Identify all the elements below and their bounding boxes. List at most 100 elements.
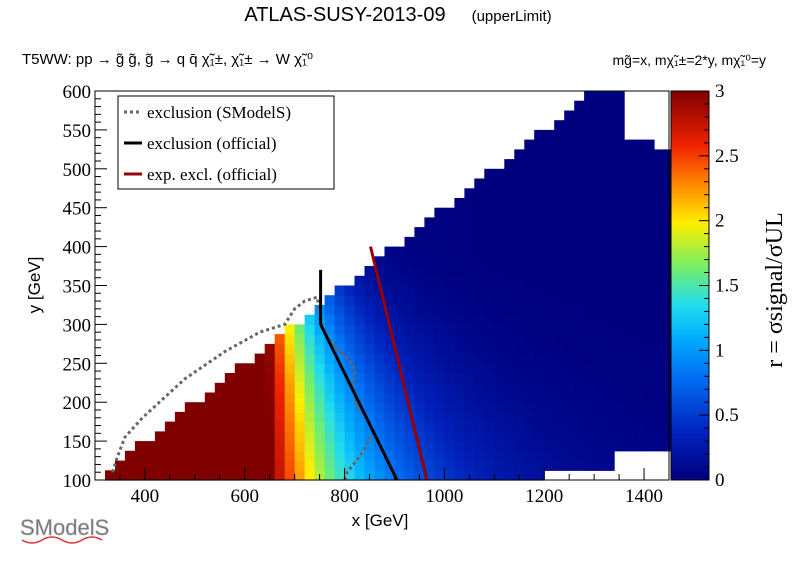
heatmap-cell xyxy=(414,227,425,238)
heatmap-cell xyxy=(444,256,455,267)
heatmap-cell xyxy=(644,441,655,452)
heatmap-cell xyxy=(534,470,545,481)
heatmap-cell xyxy=(494,334,505,345)
heatmap-cell xyxy=(544,373,555,384)
heatmap-cell xyxy=(184,441,196,452)
heatmap-cell xyxy=(284,324,296,335)
heatmap-cell xyxy=(454,236,465,248)
heatmap-cell xyxy=(624,314,635,325)
heatmap-cell xyxy=(184,431,196,442)
heatmap-cell xyxy=(514,382,525,394)
heatmap-cell xyxy=(484,441,495,452)
heatmap-cell xyxy=(484,460,495,471)
heatmap-cell xyxy=(654,402,665,413)
heatmap-cell xyxy=(654,285,665,296)
heatmap-cell xyxy=(274,441,286,452)
z-tick-label: 1 xyxy=(715,340,725,361)
heatmap-cell xyxy=(534,441,545,452)
heatmap-cell xyxy=(464,236,475,248)
heatmap-cell xyxy=(214,421,226,432)
heatmap-cell xyxy=(634,207,645,218)
heatmap-cell xyxy=(554,353,565,364)
y-tick-label: 400 xyxy=(63,238,92,259)
heatmap-cell xyxy=(434,441,445,452)
heatmap-cell xyxy=(634,275,645,287)
heatmap-cell xyxy=(584,120,595,131)
heatmap-cell xyxy=(524,227,535,238)
heatmap-cell xyxy=(414,324,425,335)
heatmap-cell xyxy=(244,392,256,403)
heatmap-cell xyxy=(554,392,565,403)
heatmap-cell xyxy=(514,275,525,287)
heatmap-cell xyxy=(604,441,615,452)
heatmap-cell xyxy=(444,217,455,228)
heatmap-cell xyxy=(564,110,575,121)
heatmap-cell xyxy=(244,470,256,481)
heatmap-cell xyxy=(394,450,406,462)
heatmap-cell xyxy=(654,159,665,170)
heatmap-cell xyxy=(544,159,555,170)
heatmap-cell xyxy=(504,450,515,462)
heatmap-cell xyxy=(524,304,535,316)
heatmap-cell xyxy=(184,450,196,462)
heatmap-cell xyxy=(434,431,445,442)
heatmap-cell xyxy=(564,149,575,160)
heatmap-cell xyxy=(444,411,455,423)
heatmap-cell xyxy=(584,411,595,423)
heatmap-cell xyxy=(524,441,535,452)
heatmap-cell xyxy=(584,353,595,364)
heatmap-cell xyxy=(424,236,435,248)
heatmap-cell xyxy=(494,168,505,180)
heatmap-cell xyxy=(444,470,455,481)
heatmap-cell xyxy=(544,314,555,325)
heatmap-cell xyxy=(544,256,555,267)
heatmap-cell xyxy=(504,227,515,238)
heatmap-cell xyxy=(634,402,645,413)
heatmap-cell xyxy=(474,353,485,364)
heatmap-cell xyxy=(314,431,326,442)
heatmap-cell xyxy=(484,295,495,306)
heatmap-cell xyxy=(454,207,465,218)
heatmap-cell xyxy=(654,207,665,218)
heatmap-cell xyxy=(464,411,475,423)
heatmap-cell xyxy=(534,392,545,403)
heatmap-cell xyxy=(654,392,665,403)
heatmap-cell xyxy=(624,149,635,160)
heatmap-cell xyxy=(604,392,615,403)
heatmap-cell xyxy=(634,178,645,189)
heatmap-cell xyxy=(604,266,615,277)
heatmap-cell xyxy=(294,324,306,335)
heatmap-cell xyxy=(534,421,545,432)
heatmap-cell xyxy=(404,363,416,374)
heatmap-cell xyxy=(424,470,435,481)
heatmap-cell xyxy=(634,198,645,209)
heatmap-cell xyxy=(354,421,366,432)
heatmap-cell xyxy=(494,246,505,257)
heatmap-cell xyxy=(414,256,425,267)
heatmap-cell xyxy=(354,275,366,287)
heatmap-cell xyxy=(624,217,635,228)
heatmap-cell xyxy=(244,450,256,462)
heatmap-cell xyxy=(414,421,425,432)
heatmap-cell xyxy=(324,343,336,355)
heatmap-cell xyxy=(304,373,316,384)
heatmap-cell xyxy=(584,139,595,150)
heatmap-cell xyxy=(564,275,575,287)
heatmap-cell xyxy=(474,217,485,228)
heatmap-cell xyxy=(384,373,396,384)
heatmap-cell xyxy=(594,460,605,471)
heatmap-cell xyxy=(384,470,396,481)
heatmap-cell xyxy=(524,421,535,432)
heatmap-cell xyxy=(644,295,655,306)
heatmap-cell xyxy=(354,450,366,462)
heatmap-cell xyxy=(244,460,256,471)
heatmap-cell xyxy=(604,236,615,248)
heatmap-cell xyxy=(374,353,386,364)
heatmap-cell xyxy=(284,373,296,384)
heatmap-cell xyxy=(604,120,615,131)
heatmap-cell xyxy=(614,100,625,111)
heatmap-cell xyxy=(494,227,505,238)
heatmap-cell xyxy=(414,295,425,306)
heatmap-cell xyxy=(394,266,406,277)
heatmap-cell xyxy=(524,314,535,325)
